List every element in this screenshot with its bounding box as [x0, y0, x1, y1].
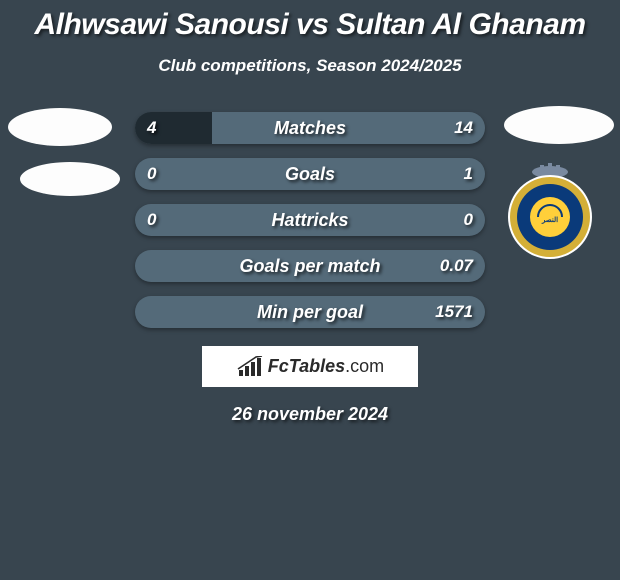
bar-value-right: 0.07 — [440, 250, 473, 282]
site-logo: FcTables.com — [202, 346, 418, 387]
bar-value-right: 0 — [464, 204, 473, 236]
subtitle: Club competitions, Season 2024/2025 — [0, 56, 620, 76]
player-left-badge-2 — [20, 162, 120, 196]
player-right-badge-1 — [504, 106, 614, 144]
bar-value-right: 1571 — [435, 296, 473, 328]
date-label: 26 november 2024 — [0, 404, 620, 425]
logo-text: FcTables.com — [268, 356, 384, 377]
club-crest-icon: النصر — [500, 162, 600, 262]
stat-bar: Min per goal1571 — [135, 296, 485, 328]
stat-bar: Goals per match0.07 — [135, 250, 485, 282]
bar-label: Matches — [135, 112, 485, 144]
logo-brand: FcTables — [268, 356, 345, 376]
bar-label: Goals per match — [135, 250, 485, 282]
logo-chart-icon — [236, 356, 264, 378]
stat-bar: Matches4 14 — [135, 112, 485, 144]
stat-bar: Goals0 1 — [135, 158, 485, 190]
player-left-badge-1 — [8, 108, 112, 146]
page-title: Alhwsawi Sanousi vs Sultan Al Ghanam — [0, 0, 620, 42]
bar-value-right: 14 — [454, 112, 473, 144]
bar-label: Hattricks — [135, 204, 485, 236]
bar-label: Min per goal — [135, 296, 485, 328]
logo-suffix: .com — [345, 356, 384, 376]
comparison-bars: Matches414Goals01Hattricks00Goals per ma… — [135, 112, 485, 342]
bar-value-right: 1 — [464, 158, 473, 190]
bar-value-left: 0 — [147, 204, 156, 236]
bar-label: Goals — [135, 158, 485, 190]
bar-value-left: 4 — [147, 112, 156, 144]
stat-bar: Hattricks0 0 — [135, 204, 485, 236]
svg-text:النصر: النصر — [541, 216, 558, 224]
bar-value-left: 0 — [147, 158, 156, 190]
